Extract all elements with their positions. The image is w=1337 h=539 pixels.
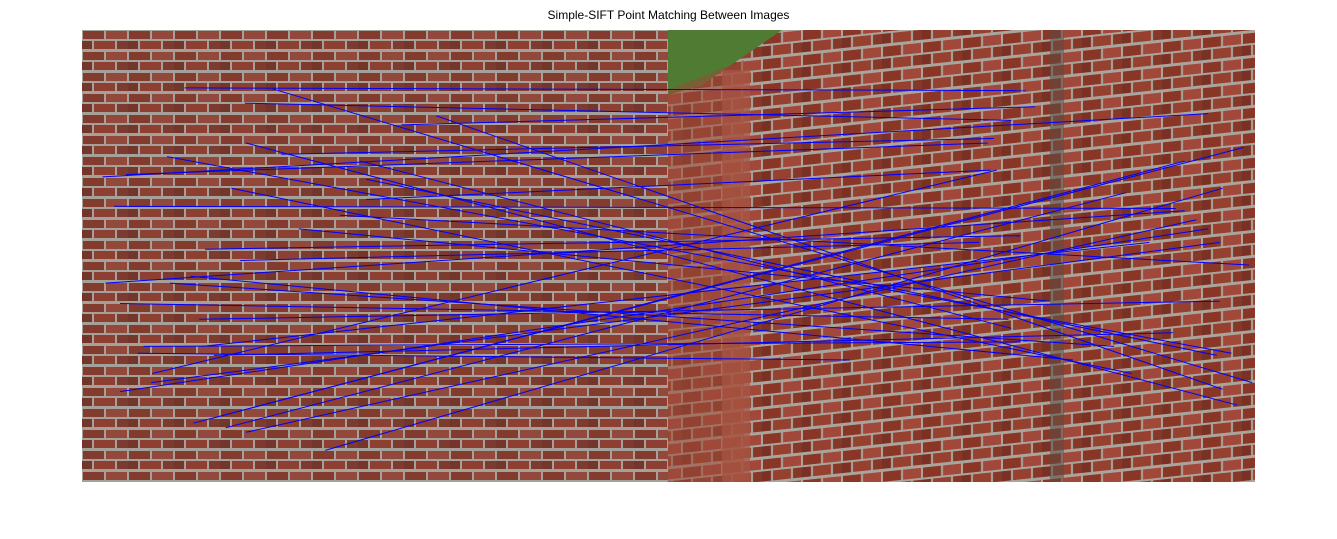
match-line-1 — [184, 87, 1027, 92]
match-line-25 — [114, 205, 1176, 209]
match-line-21 — [436, 115, 1223, 390]
match-line-28 — [325, 187, 1223, 451]
match-lines — [102, 87, 1253, 451]
match-line-24 — [143, 341, 1021, 347]
wall-corner — [1050, 30, 1064, 482]
match-line-26 — [366, 178, 1217, 356]
match-line-16 — [366, 169, 991, 200]
pillar — [722, 70, 750, 482]
figure-title: Simple-SIFT Point Matching Between Image… — [547, 8, 790, 22]
match-line-32 — [339, 214, 1250, 266]
match-line-3 — [244, 102, 1012, 121]
match-line-34 — [169, 282, 1115, 347]
match-line-29 — [213, 332, 1173, 356]
match-line-14 — [231, 187, 1132, 374]
match-line-6 — [120, 303, 1009, 320]
match-line-17 — [298, 228, 1050, 302]
match-line-36 — [105, 210, 1185, 284]
match-line-15 — [245, 142, 1238, 406]
match-line-13 — [166, 156, 1232, 354]
matching-figure — [82, 30, 1255, 482]
match-line-9 — [205, 235, 1021, 250]
match-line-20 — [193, 147, 1244, 424]
match-line-31 — [199, 300, 1220, 320]
match-line-12 — [401, 106, 1035, 126]
match-line-23 — [240, 241, 980, 261]
match-line-35 — [225, 192, 1127, 429]
image-panel — [82, 30, 1255, 482]
match-line-30 — [152, 169, 997, 374]
right-image — [668, 30, 1255, 482]
match-line-19 — [102, 113, 1209, 178]
match-line-33 — [245, 219, 1197, 433]
match-line-2 — [125, 142, 988, 176]
match-line-27 — [120, 228, 1209, 393]
left-image — [82, 30, 668, 482]
match-line-5 — [190, 275, 1074, 361]
match-line-7 — [151, 241, 1220, 384]
match-line-8 — [202, 241, 1150, 347]
match-line-18 — [272, 88, 1253, 384]
